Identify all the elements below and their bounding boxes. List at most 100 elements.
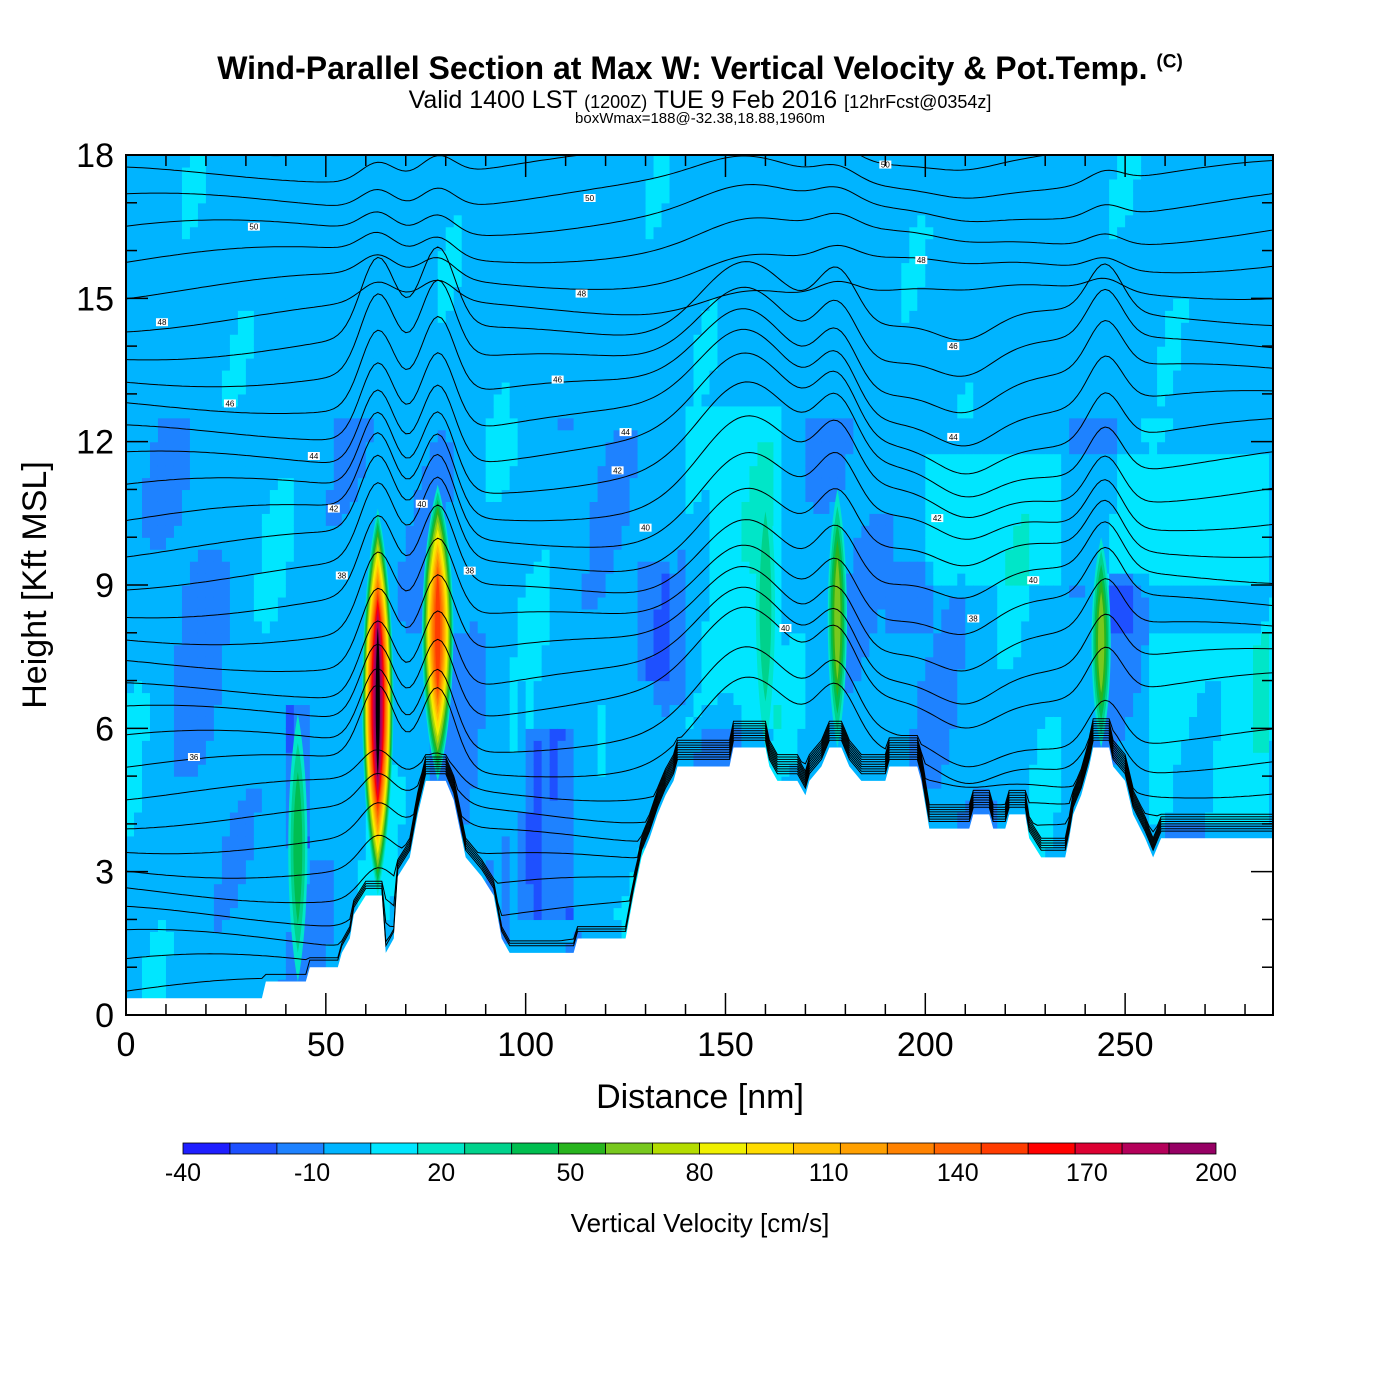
field-cell xyxy=(189,489,199,502)
field-cell xyxy=(597,620,607,634)
field-cell xyxy=(157,453,167,467)
field-cell xyxy=(381,286,391,299)
field-cell xyxy=(149,441,159,455)
field-cell xyxy=(437,453,447,467)
field-cell xyxy=(293,370,303,383)
field-cell xyxy=(637,489,647,502)
field-cell xyxy=(565,632,575,646)
field-cell xyxy=(253,286,263,299)
field-cell xyxy=(141,226,151,240)
field-cell xyxy=(333,334,343,347)
field-cell xyxy=(317,310,327,323)
field-cell xyxy=(237,166,247,180)
field-cell xyxy=(493,346,503,359)
field-cell xyxy=(629,764,639,777)
field-cell xyxy=(213,991,223,1004)
field-cell xyxy=(469,310,479,323)
field-cell xyxy=(213,728,223,741)
field-cell xyxy=(333,178,343,192)
field-cell xyxy=(341,537,351,550)
field-cell xyxy=(269,453,279,467)
field-cell xyxy=(301,166,311,180)
field-cell xyxy=(277,489,287,502)
field-cell xyxy=(373,214,383,228)
field-cell xyxy=(405,370,415,383)
field-cell xyxy=(501,155,511,168)
field-cell xyxy=(149,943,159,956)
field-cell xyxy=(141,692,151,706)
field-cell xyxy=(629,632,639,646)
field-cell xyxy=(557,274,567,287)
field-cell xyxy=(573,859,583,873)
field-cell xyxy=(669,226,679,240)
field-cell xyxy=(517,752,527,765)
field-cell xyxy=(389,489,399,502)
field-cell xyxy=(581,788,591,801)
field-cell xyxy=(581,501,591,514)
field-cell xyxy=(573,895,583,909)
field-cell xyxy=(581,800,591,813)
field-cell xyxy=(405,417,415,431)
field-cell xyxy=(525,501,535,514)
field-cell xyxy=(261,381,271,395)
field-cell xyxy=(126,585,135,598)
field-cell xyxy=(485,178,495,192)
field-cell xyxy=(501,585,511,598)
field-cell xyxy=(653,274,663,287)
field-cell xyxy=(277,537,287,550)
field-cell xyxy=(213,859,223,873)
field-cell xyxy=(485,274,495,287)
field-cell xyxy=(221,895,231,909)
field-cell xyxy=(301,202,311,216)
field-cell xyxy=(421,286,431,299)
field-cell xyxy=(341,907,351,921)
field-cell xyxy=(285,178,295,192)
field-cell xyxy=(645,405,655,419)
field-cell xyxy=(629,489,639,502)
field-cell xyxy=(573,417,583,431)
field-cell xyxy=(645,274,655,287)
field-cell xyxy=(325,752,335,765)
field-cell xyxy=(493,668,503,682)
field-cell xyxy=(157,991,167,1004)
field-cell xyxy=(365,155,375,168)
field-cell xyxy=(229,262,239,276)
field-cell xyxy=(205,441,215,455)
field-cell xyxy=(317,214,327,228)
field-cell xyxy=(613,907,623,921)
field-cell xyxy=(509,465,519,479)
field-cell xyxy=(229,859,239,873)
field-cell xyxy=(341,381,351,395)
field-cell xyxy=(133,596,143,610)
field-cell xyxy=(285,310,295,323)
field-cell xyxy=(557,537,567,550)
field-cell xyxy=(205,800,215,813)
field-cell xyxy=(301,393,311,407)
field-cell xyxy=(549,692,559,706)
field-cell xyxy=(133,573,143,586)
field-cell xyxy=(277,298,287,311)
field-cell xyxy=(189,561,199,574)
field-cell xyxy=(261,370,271,383)
field-cell xyxy=(165,489,175,502)
field-cell xyxy=(373,358,383,371)
field-cell xyxy=(421,513,431,526)
field-cell xyxy=(301,358,311,371)
field-cell xyxy=(181,298,191,311)
field-cell xyxy=(413,286,423,299)
field-cell xyxy=(589,310,599,323)
field-cell xyxy=(661,537,671,550)
field-cell xyxy=(445,417,455,431)
field-cell xyxy=(293,322,303,335)
field-cell xyxy=(429,381,439,395)
field-cell xyxy=(461,823,471,837)
field-cell xyxy=(493,549,503,562)
field-cell xyxy=(181,967,191,980)
field-cell xyxy=(461,656,471,670)
field-cell xyxy=(253,728,263,741)
field-cell xyxy=(365,370,375,383)
field-cell xyxy=(349,346,359,359)
field-cell xyxy=(509,692,519,706)
field-cell xyxy=(413,549,423,562)
field-cell xyxy=(133,214,143,228)
